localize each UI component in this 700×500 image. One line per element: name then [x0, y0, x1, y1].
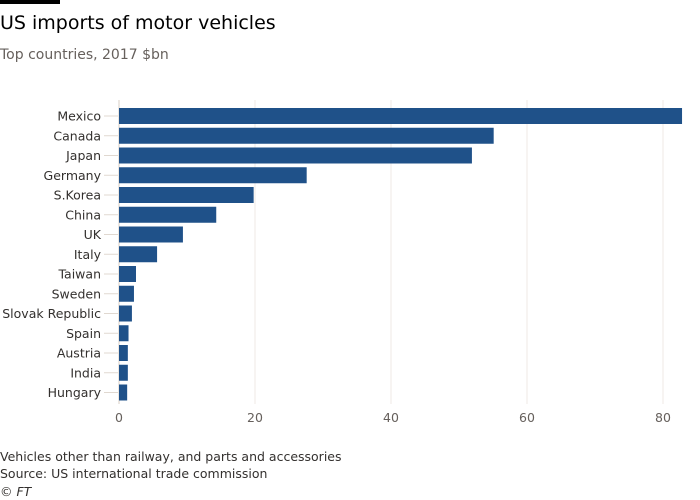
x-tick-label: 20 — [247, 410, 263, 425]
category-label: Sweden — [52, 286, 101, 301]
category-label: Taiwan — [57, 267, 101, 282]
bar — [119, 108, 683, 124]
bar — [119, 246, 158, 263]
category-label: Japan — [65, 148, 101, 163]
bar — [119, 127, 494, 144]
category-label: Germany — [44, 168, 102, 183]
bar — [119, 384, 128, 401]
category-label: Canada — [53, 128, 101, 143]
credit: © FT — [0, 484, 32, 499]
category-label: India — [70, 365, 101, 380]
bar — [119, 206, 217, 223]
chart-subtitle: Top countries, 2017 $bn — [0, 47, 169, 63]
category-label: UK — [84, 227, 102, 242]
bar — [119, 226, 183, 243]
bar — [119, 305, 132, 322]
category-label: Italy — [74, 247, 102, 262]
bar — [119, 187, 254, 203]
bar — [119, 285, 134, 302]
category-label: Spain — [66, 326, 101, 341]
category-label: Mexico — [57, 109, 101, 124]
bar-chart: 0 20 40 60 80 Mexico Canada Japan Germany S.Korea… — [2, 100, 683, 425]
x-tick-label: 0 — [115, 410, 123, 425]
category-label: Slovak Republic — [2, 306, 101, 321]
category-label: China — [65, 207, 101, 222]
category-label: Austria — [57, 346, 101, 361]
x-tick-label: 40 — [383, 410, 399, 425]
x-tick-label: 60 — [519, 410, 535, 425]
ft-top-bar — [0, 0, 60, 4]
footnote: Vehicles other than railway, and parts a… — [0, 449, 342, 464]
bar — [119, 266, 136, 282]
bar — [119, 325, 129, 342]
category-label: Hungary — [48, 385, 102, 400]
source: Source: US international trade commissio… — [0, 466, 268, 481]
bar — [119, 364, 128, 381]
bar — [119, 147, 472, 164]
bar — [119, 167, 307, 184]
x-tick-label: 80 — [655, 410, 671, 425]
chart-title: US imports of motor vehicles — [0, 12, 276, 34]
category-label: S.Korea — [54, 188, 101, 203]
bar — [119, 345, 128, 361]
